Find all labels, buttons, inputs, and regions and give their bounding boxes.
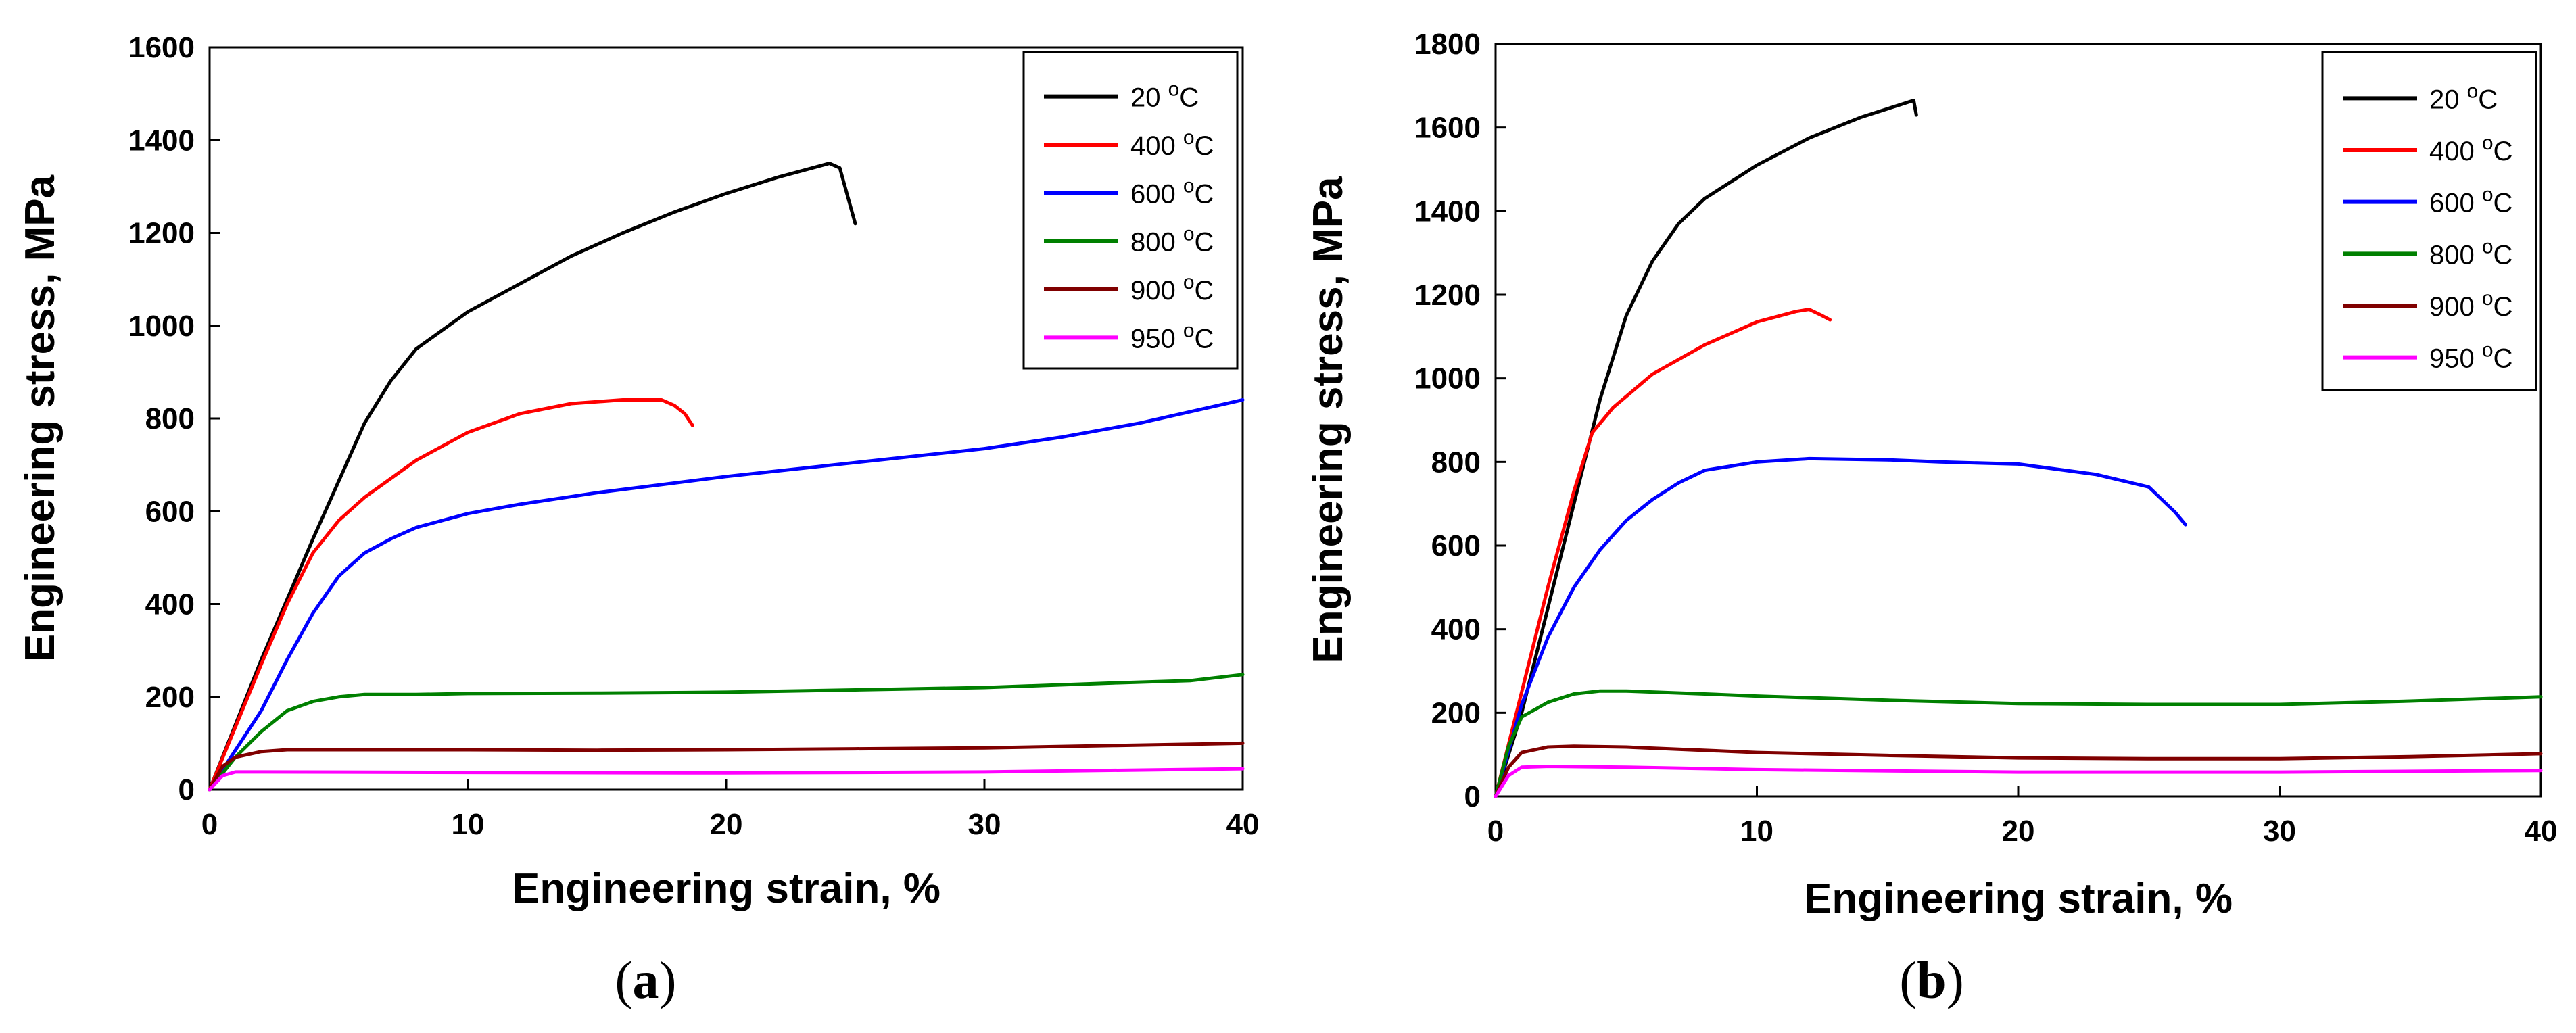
legend-label-a-0: 20 oC [1130,78,1199,113]
series-line-a-5 [208,767,1245,792]
legend-label-b-5: 950 oC [2429,339,2512,374]
x-tick-label-a-20: 20 [710,808,743,841]
chart-b: 0 200 400 600 800 1000 1200 1400 1600 1800 0 10 20 30… [1305,28,2557,922]
series-line-a-1 [208,398,694,792]
y-tick-label-a-1600: 1600 [128,31,195,64]
series-line-b-5 [1494,765,2543,798]
legend-label-a-4: 900 oC [1130,271,1214,306]
series-line-b-2 [1494,456,2187,798]
x-tick-label-b-40: 40 [2525,815,2558,848]
legend-label-b-1: 400 oC [2429,132,2512,166]
y-tick-label-a-1200: 1200 [128,217,195,250]
legend-box-a [1022,51,1239,370]
series-line-b-1 [1494,308,1832,798]
x-tick-label-b-10: 10 [1740,815,1773,848]
x-tick-label-b-30: 30 [2263,815,2296,848]
legend-label-a-5: 950 oC [1130,319,1214,354]
y-tick-label-b-800: 800 [1431,446,1481,479]
y-tick-label-a-200: 200 [145,681,195,714]
panel-b-caption: (b) [1899,951,1964,1009]
legend-label-b-0: 20 oC [2429,80,2498,114]
legend-label-a-2: 600 oC [1130,174,1214,209]
x-tick-label-a-40: 40 [1226,808,1260,841]
y-tick-label-b-1200: 1200 [1414,279,1481,312]
y-tick-label-a-600: 600 [145,495,195,528]
chart-a: 0 200 400 600 800 1000 1200 1400 1600 0 10 20 30 40 En… [17,31,1259,912]
series-line-b-4 [1494,744,2543,798]
series-line-a-4 [208,741,1245,792]
legend-label-b-3: 800 oC [2429,235,2512,270]
y-tick-label-b-0: 0 [1464,780,1481,813]
y-tick-label-a-400: 400 [145,588,195,621]
y-tick-label-a-800: 800 [145,402,195,435]
legend-label-a-1: 400 oC [1130,126,1214,161]
y-tick-label-a-1400: 1400 [128,124,195,157]
x-tick-label-a-10: 10 [452,808,485,841]
x-tick-label-a-0: 0 [201,808,218,841]
legend-label-a-3: 800 oC [1130,223,1214,258]
y-tick-label-b-1800: 1800 [1414,28,1481,61]
y-tick-label-a-0: 0 [178,773,195,807]
legend-box-b [2321,51,2537,391]
series-line-a-3 [208,673,1245,792]
y-tick-label-b-400: 400 [1431,613,1481,646]
x-axis-label-a: Engineering strain, % [512,865,940,912]
y-tick-label-b-1400: 1400 [1414,195,1481,228]
legend-label-b-4: 900 oC [2429,287,2512,322]
panel-b-label: b [1917,951,1947,1009]
y-axis-label-a: Engineering stress, MPa [17,174,64,662]
x-tick-label-a-30: 30 [968,808,1001,841]
y-tick-label-b-200: 200 [1431,696,1481,729]
series-line-b-0 [1494,99,1918,798]
y-tick-label-b-600: 600 [1431,529,1481,562]
x-tick-label-b-20: 20 [2002,815,2035,848]
series-line-a-2 [208,398,1245,792]
series-line-b-3 [1494,689,2543,798]
y-tick-label-a-1000: 1000 [128,310,195,343]
series-line-a-0 [208,162,857,792]
legend-label-b-2: 600 oC [2429,184,2512,218]
panel-a-label: a [632,951,659,1009]
x-axis-label-b: Engineering strain, % [1804,875,2233,922]
panel-a-caption: (a) [615,951,677,1009]
x-tick-label-b-0: 0 [1487,815,1504,848]
y-tick-label-b-1000: 1000 [1414,362,1481,395]
y-tick-label-b-1600: 1600 [1414,112,1481,145]
y-axis-label-b: Engineering stress, MPa [1305,176,1352,664]
